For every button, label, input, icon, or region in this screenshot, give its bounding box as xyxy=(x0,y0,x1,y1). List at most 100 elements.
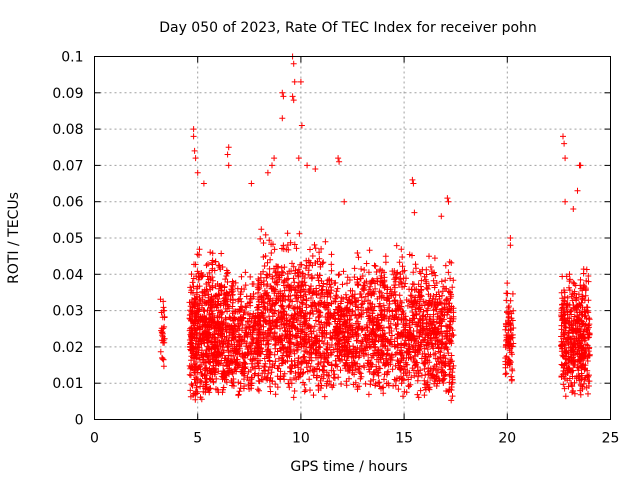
data-point xyxy=(438,312,444,319)
data-point xyxy=(346,346,353,353)
data-point xyxy=(427,293,434,300)
data-point xyxy=(308,334,315,341)
data-point xyxy=(562,155,569,162)
data-point xyxy=(504,280,511,287)
data-point xyxy=(385,318,392,324)
data-point xyxy=(446,258,453,265)
data-point xyxy=(279,341,286,348)
data-point xyxy=(370,277,377,284)
data-point xyxy=(421,336,428,343)
data-point xyxy=(227,348,234,355)
data-point xyxy=(160,356,167,363)
data-point xyxy=(562,198,569,205)
data-point xyxy=(243,304,250,311)
data-point xyxy=(255,283,262,289)
data-point xyxy=(160,337,167,344)
data-point xyxy=(411,209,418,216)
data-point xyxy=(381,376,387,383)
data-point xyxy=(243,340,250,347)
data-point xyxy=(217,266,224,273)
data-point xyxy=(389,351,395,358)
data-point xyxy=(571,362,578,369)
data-point xyxy=(198,338,204,345)
data-point xyxy=(262,319,269,325)
data-point xyxy=(335,303,341,310)
data-point xyxy=(268,285,275,292)
data-point xyxy=(199,292,206,299)
data-point xyxy=(391,343,398,350)
data-point xyxy=(234,351,241,358)
data-point xyxy=(426,282,432,289)
data-point xyxy=(160,363,167,370)
data-point xyxy=(298,122,305,129)
data-point xyxy=(356,383,362,390)
data-point xyxy=(574,187,581,194)
data-point xyxy=(443,322,449,329)
data-point xyxy=(200,180,207,187)
data-point xyxy=(585,390,591,397)
data-point xyxy=(328,267,335,274)
data-point xyxy=(325,319,332,326)
data-point xyxy=(392,322,399,329)
data-point xyxy=(568,307,575,314)
data-point xyxy=(334,320,341,327)
data-point xyxy=(358,304,365,311)
data-point xyxy=(394,349,400,356)
data-point xyxy=(280,305,287,312)
data-point xyxy=(334,345,341,352)
data-point xyxy=(248,360,255,367)
data-point xyxy=(215,298,222,305)
data-point xyxy=(236,388,243,395)
data-point xyxy=(571,288,578,295)
data-point xyxy=(323,287,330,293)
data-point xyxy=(321,355,328,362)
data-point xyxy=(509,351,515,358)
data-point xyxy=(303,301,309,308)
data-point xyxy=(355,254,362,261)
data-point xyxy=(311,368,318,375)
data-point xyxy=(398,246,405,253)
data-point xyxy=(444,195,451,202)
data-point xyxy=(187,346,194,353)
data-point xyxy=(373,334,380,341)
data-point xyxy=(203,372,210,379)
y-tick-label: 0.09 xyxy=(52,86,83,102)
data-point xyxy=(283,276,290,283)
data-point xyxy=(257,317,263,324)
data-point xyxy=(200,359,207,366)
data-point xyxy=(376,379,383,386)
data-point xyxy=(248,350,255,357)
data-point xyxy=(188,363,195,370)
data-point xyxy=(289,93,296,100)
data-point xyxy=(577,276,584,283)
data-point xyxy=(364,324,371,331)
data-point xyxy=(409,176,416,183)
data-point xyxy=(241,372,247,379)
data-point xyxy=(212,258,219,265)
data-point xyxy=(264,374,271,381)
data-point xyxy=(382,259,389,266)
data-point xyxy=(268,241,275,248)
data-point xyxy=(378,311,385,318)
data-point xyxy=(328,362,335,369)
data-point xyxy=(343,306,350,313)
data-point xyxy=(372,263,379,270)
data-point xyxy=(339,313,345,320)
data-point xyxy=(366,368,373,375)
data-point xyxy=(430,311,437,318)
data-point xyxy=(507,297,514,304)
data-point xyxy=(417,323,424,330)
data-point xyxy=(309,290,316,297)
data-point xyxy=(397,365,404,372)
data-point xyxy=(398,373,404,380)
data-point xyxy=(510,307,517,314)
data-point xyxy=(206,311,213,318)
data-point xyxy=(578,334,585,341)
data-point xyxy=(415,370,422,377)
data-point xyxy=(383,355,389,362)
data-point xyxy=(188,381,195,388)
data-point xyxy=(239,350,246,357)
data-point xyxy=(269,361,276,367)
data-point xyxy=(560,367,567,374)
data-point xyxy=(257,357,263,364)
